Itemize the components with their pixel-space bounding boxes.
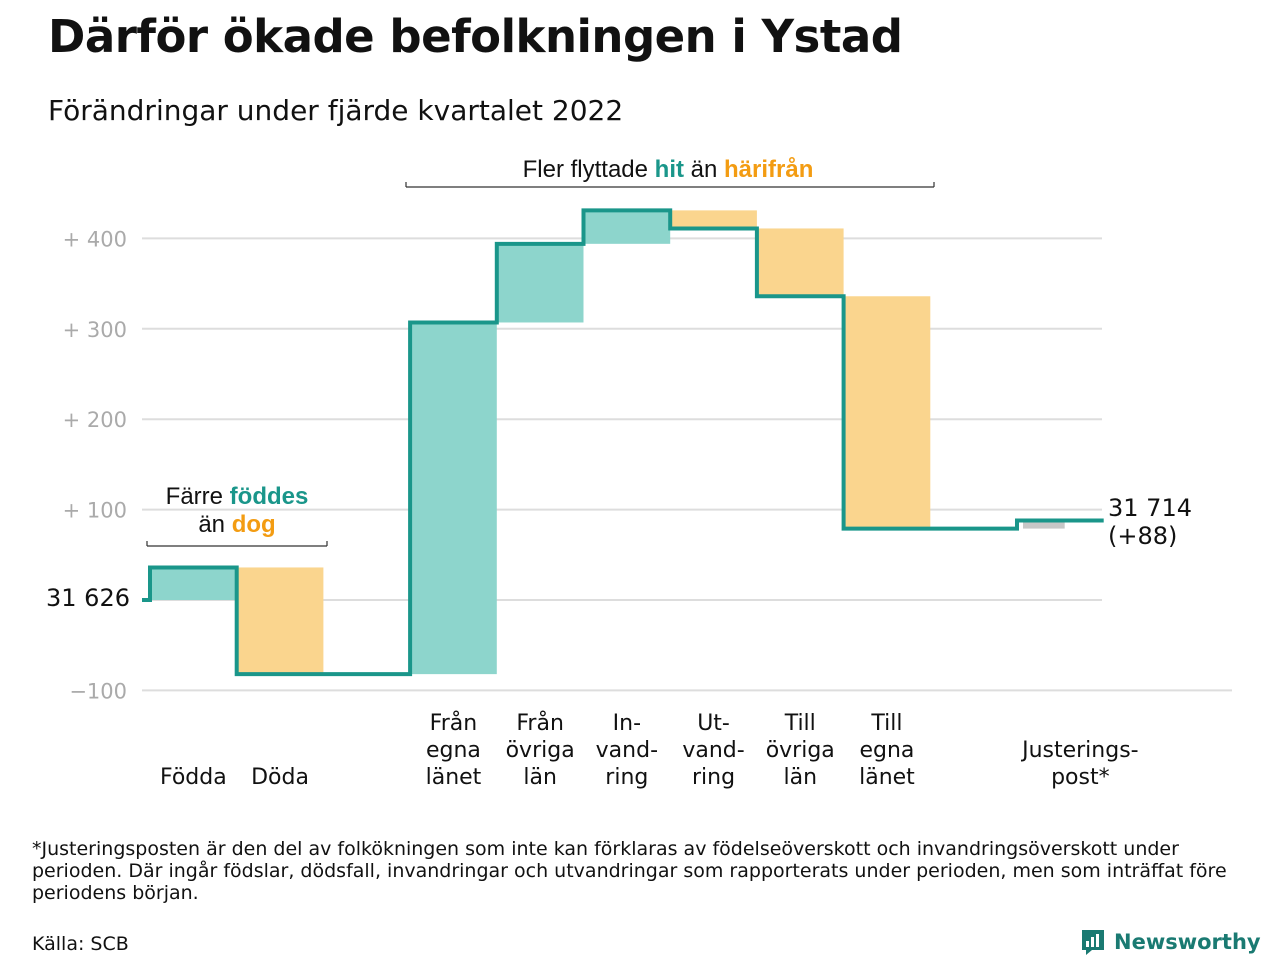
waterfall-chart: + 400+ 300+ 200+ 100−100 Födda DödaFråneg… — [46, 156, 1232, 790]
x-axis-label: Till — [784, 711, 816, 736]
source-note: Källa: SCB — [32, 933, 129, 955]
svg-text:än dog: än dog — [198, 511, 275, 538]
svg-text:Färre föddes: Färre föddes — [166, 483, 309, 510]
bar — [150, 567, 237, 600]
x-axis-label: länet — [426, 765, 482, 790]
end-value-label: 31 714 — [1108, 494, 1192, 522]
bar — [583, 210, 671, 244]
annotation-text: än — [684, 156, 724, 183]
annotation-emph-hit: hit — [655, 156, 684, 183]
x-axis-label: Ut- — [697, 711, 730, 736]
bar — [756, 228, 844, 297]
x-axis-label: övriga — [766, 738, 835, 763]
x-axis-label: egna — [426, 738, 481, 763]
annotation-emph-fodda: föddes — [230, 483, 309, 510]
brand-logo: Newsworthy — [1080, 928, 1261, 956]
x-axis-label: Från — [516, 710, 564, 736]
y-tick-label: + 300 — [63, 318, 127, 342]
bar — [496, 243, 584, 323]
newsworthy-logo-icon — [1082, 930, 1104, 955]
x-axis-label: post* — [1051, 765, 1110, 790]
annotation-text: Fler flyttade — [523, 156, 655, 183]
bar — [410, 322, 497, 675]
bar — [843, 296, 931, 529]
y-tick-label: + 200 — [63, 408, 127, 432]
y-tick-label: + 100 — [63, 499, 127, 523]
annotation-emph-dog: dog — [232, 511, 276, 538]
start-value-label: 31 626 — [46, 584, 130, 612]
x-axis-label: vand- — [596, 738, 658, 763]
x-axis-label: Justerings- — [1020, 738, 1139, 763]
annotation-text: än — [198, 511, 231, 538]
annotation-bracket — [405, 182, 935, 188]
x-axis-label: vand- — [682, 738, 744, 763]
x-axis-label: övriga — [506, 738, 575, 763]
y-tick-label: −100 — [69, 679, 127, 703]
x-axis-label: Födda — [160, 765, 227, 790]
annotation-bracket — [146, 541, 328, 547]
footnote: *Justeringsposten är den del av folkökni… — [32, 838, 1227, 904]
annotation-emph-harifran: härifrån — [724, 156, 813, 183]
x-axis-labels: Födda DödaFrånegnalänetFrånövrigalänIn-va… — [160, 710, 1139, 790]
x-axis-label: Döda — [251, 765, 309, 790]
bars — [150, 210, 1065, 675]
annotation-text: Färre — [166, 483, 230, 510]
chart-subtitle: Förändringar under fjärde kvartalet 2022 — [48, 94, 624, 127]
brand-name: Newsworthy — [1114, 930, 1261, 954]
y-tick-label: + 400 — [63, 227, 127, 251]
x-axis-label: länet — [859, 765, 915, 790]
x-axis-label: ring — [605, 765, 648, 790]
x-axis-label: Till — [870, 711, 902, 736]
annotation-migration: Fler flyttade hit än härifrån — [405, 156, 935, 188]
annotation-births-deaths: Färre föddes än dog — [146, 483, 328, 547]
x-axis-label: län — [783, 765, 817, 790]
x-axis-label: ring — [692, 765, 735, 790]
x-axis-label: egna — [859, 738, 914, 763]
x-axis-label: Från — [430, 710, 478, 736]
bar — [670, 210, 757, 229]
x-axis-label: In- — [613, 711, 641, 736]
cumulative-step-line — [142, 208, 1104, 677]
bar — [236, 567, 324, 675]
end-change-label: (+88) — [1108, 522, 1177, 550]
chart-title: Därför ökade befolkningen i Ystad — [48, 10, 903, 63]
svg-text:Fler flyttade hit än härifrån: Fler flyttade hit än härifrån — [523, 156, 814, 183]
x-axis-label: län — [523, 765, 557, 790]
bar — [1023, 520, 1065, 529]
y-axis-ticks: + 400 + 300 + 200 + 100 −100 — [63, 227, 127, 703]
